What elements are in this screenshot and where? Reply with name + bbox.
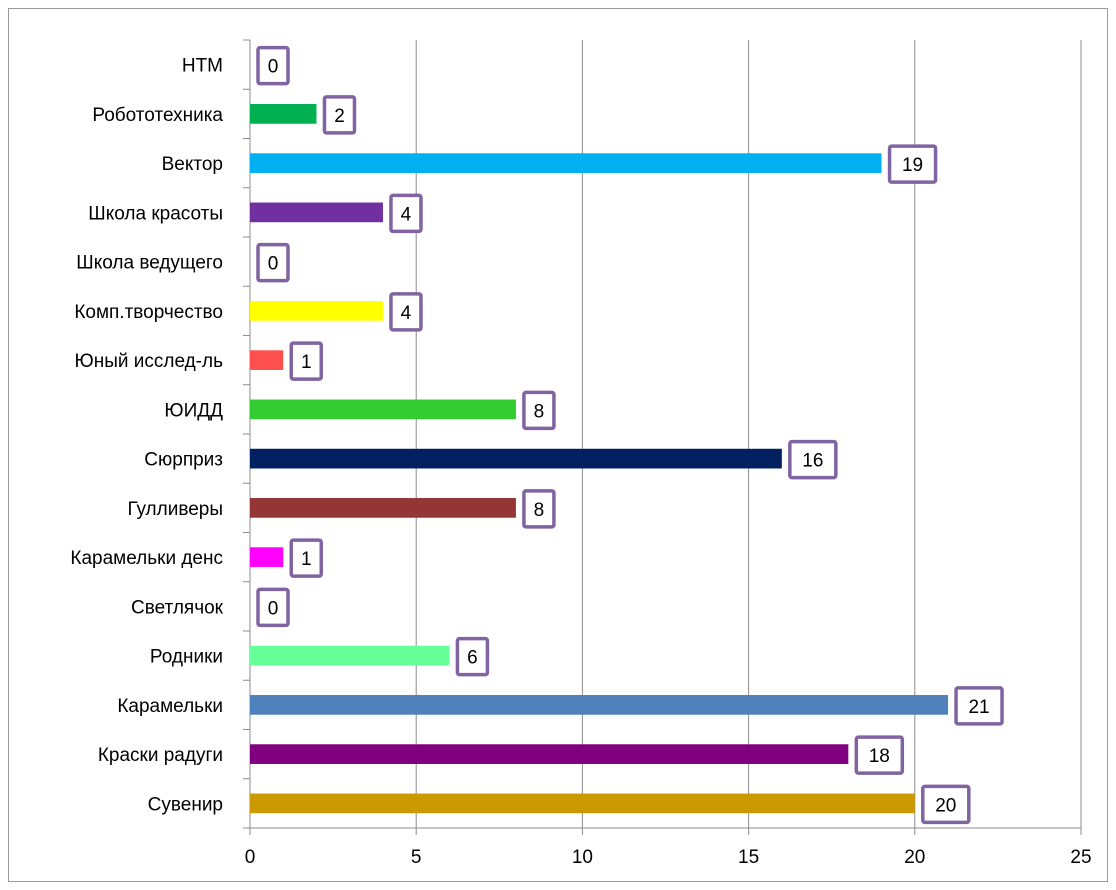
data-label-box <box>954 686 1004 726</box>
category-label: Сюрприз <box>144 450 223 471</box>
category-label: Школа ведущего <box>76 253 223 274</box>
bar-13 <box>250 695 949 715</box>
category-label: Светлячок <box>131 597 224 618</box>
category-label: ЮИДД <box>164 400 223 421</box>
data-label: 0 <box>268 598 279 619</box>
data-label: 0 <box>268 57 279 78</box>
bar-6 <box>250 350 284 370</box>
data-label: 2 <box>334 106 345 127</box>
category-label: Школа красоты <box>88 203 223 224</box>
data-label-box <box>522 489 556 529</box>
category-label: Родники <box>150 647 223 668</box>
bar-5 <box>250 301 383 321</box>
category-label: Комп.творчество <box>74 302 223 323</box>
x-tick-label: 20 <box>904 847 925 868</box>
x-tick-label: 5 <box>411 847 422 868</box>
data-label: 8 <box>534 500 545 521</box>
bar-10 <box>250 547 284 567</box>
data-label-box <box>256 45 290 86</box>
data-label-box <box>921 784 971 825</box>
bar-7 <box>250 399 516 420</box>
category-label: Гулливеры <box>127 499 223 520</box>
data-label-box <box>788 439 838 480</box>
data-label: 21 <box>968 697 989 718</box>
category-label: Карамельки <box>117 696 223 717</box>
bar-3 <box>250 202 383 223</box>
data-label: 19 <box>902 155 923 176</box>
bar-15 <box>250 793 915 814</box>
x-tick-label: 25 <box>1070 847 1091 868</box>
category-label: Вектор <box>162 154 223 175</box>
bar-12 <box>250 645 450 666</box>
data-label: 4 <box>401 204 412 225</box>
x-tick-label: 15 <box>738 847 759 868</box>
category-label: Карамельки денс <box>70 548 223 569</box>
data-label-box <box>854 735 905 775</box>
data-label-box <box>256 242 290 283</box>
data-label: 18 <box>869 746 890 767</box>
data-label: 20 <box>935 795 956 816</box>
category-label: Юный исслед-ль <box>75 351 224 372</box>
bar-8 <box>250 448 782 469</box>
category-label: Сувенир <box>148 794 223 815</box>
data-label: 4 <box>401 303 412 324</box>
data-label-box <box>522 390 556 431</box>
data-label: 1 <box>301 352 312 373</box>
data-label-box <box>256 587 290 628</box>
category-label: Робототехника <box>92 105 223 126</box>
bar-9 <box>250 498 516 518</box>
data-label: 16 <box>802 451 823 472</box>
data-label-box <box>887 144 938 184</box>
category-label: НТМ <box>182 56 223 77</box>
bar-2 <box>250 153 882 173</box>
data-label-box <box>322 95 357 135</box>
category-label: Краски радуги <box>98 745 223 766</box>
bar-1 <box>250 104 317 124</box>
data-label: 8 <box>534 401 545 422</box>
data-label-box <box>289 341 323 381</box>
bar-14 <box>250 744 849 764</box>
data-label-box <box>455 636 490 677</box>
data-label: 6 <box>467 648 478 669</box>
data-label-box <box>389 193 423 234</box>
data-label: 1 <box>301 549 312 570</box>
x-tick-label: 10 <box>572 847 593 868</box>
data-label-box <box>289 538 323 578</box>
data-label-box <box>389 292 423 332</box>
data-label: 0 <box>268 254 279 275</box>
x-tick-label: 0 <box>245 847 256 868</box>
